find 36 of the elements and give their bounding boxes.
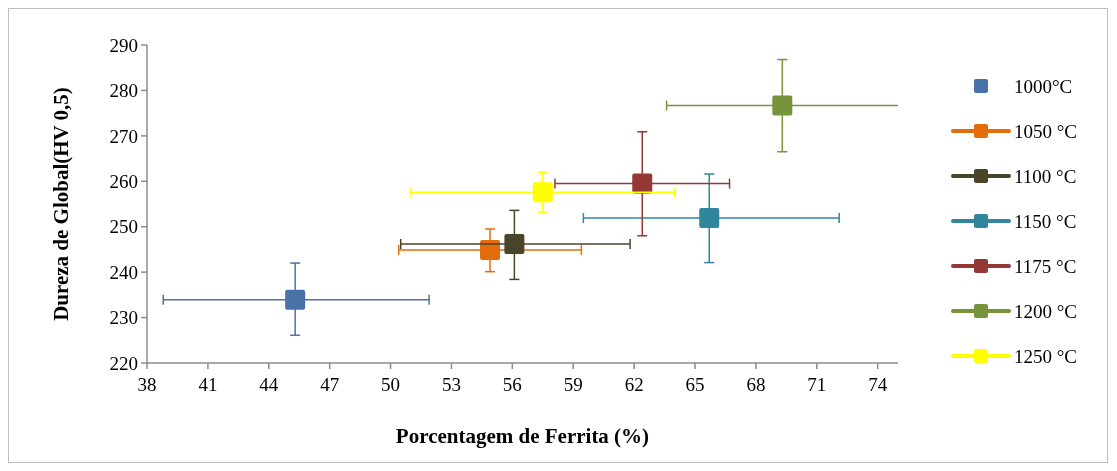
x-tick-label: 65 — [685, 374, 705, 395]
y-tick-label: 240 — [109, 261, 138, 283]
legend-label: 1050 °C — [1014, 120, 1078, 142]
y-tick-label: 280 — [109, 80, 138, 102]
y-tick-label: 270 — [109, 125, 138, 147]
y-tick-label: 290 — [109, 34, 138, 56]
y-tick-label: 250 — [109, 216, 138, 238]
legend-label: 1100 °C — [1014, 165, 1077, 187]
legend-label: 1250 °C — [1014, 345, 1078, 367]
legend-label: 1000°C — [1014, 75, 1073, 97]
x-tick-label: 47 — [320, 374, 340, 395]
x-tick-label: 74 — [868, 374, 888, 395]
point — [699, 208, 720, 229]
legend-label: 1200 °C — [1014, 300, 1078, 322]
y-tick-label: 220 — [109, 352, 138, 374]
x-tick-label: 59 — [563, 374, 583, 395]
point — [480, 239, 501, 260]
x-tick-label: 62 — [624, 374, 644, 395]
y-axis-title: Dureza de Global(HV 0,5) — [49, 87, 73, 321]
y-tick-label: 260 — [109, 170, 138, 192]
point — [532, 182, 553, 203]
x-tick-label: 41 — [198, 374, 218, 395]
x-tick-label: 44 — [259, 374, 279, 395]
legend-label: 1150 °C — [1014, 210, 1077, 232]
x-tick-label: 68 — [746, 374, 766, 395]
point — [504, 233, 525, 254]
point — [285, 289, 306, 310]
x-tick-label: 50 — [381, 374, 401, 395]
x-tick-label: 71 — [807, 374, 827, 395]
point — [772, 95, 793, 116]
x-tick-label: 56 — [502, 374, 522, 395]
x-axis-title: Porcentagem de Ferrita (%) — [395, 424, 650, 448]
x-tick-label: 38 — [137, 374, 157, 395]
y-tick-label: 230 — [109, 307, 138, 329]
x-tick-label: 53 — [441, 374, 461, 395]
legend-label: 1175 °C — [1014, 255, 1077, 277]
